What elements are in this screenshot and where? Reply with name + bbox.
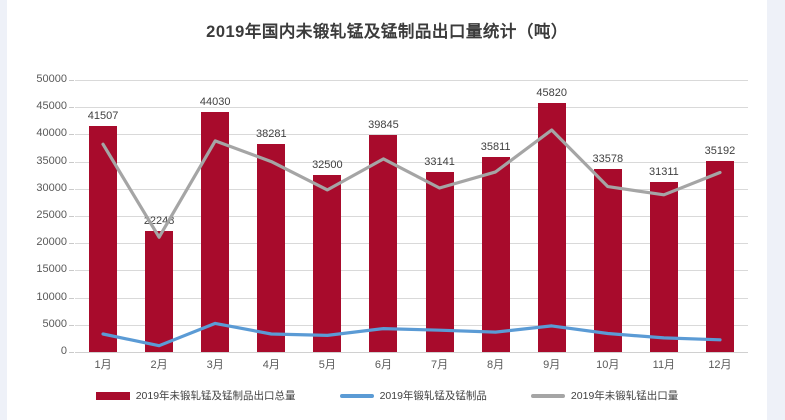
bar[interactable] (201, 112, 230, 352)
y-axis-tick-mark (69, 107, 74, 109)
bar-column[interactable]: 33141 7月 (412, 80, 468, 371)
bar-value-label: 22248 (143, 214, 175, 227)
legend-label: 2019年未锻轧锰出口量 (570, 390, 679, 402)
bar-value-label: 35192 (704, 144, 736, 157)
legend-line-swatch (530, 393, 565, 398)
bar-value-label: 45820 (536, 86, 567, 99)
y-axis-tick-mark (69, 161, 74, 163)
bar-column[interactable]: 35192 12月 (692, 80, 748, 371)
y-axis-tick-label: 5000 (42, 317, 67, 330)
y-axis-tick-mark (69, 297, 74, 299)
x-axis-tick-label: 1月 (94, 359, 112, 371)
y-axis-tick-mark (69, 270, 74, 272)
bar-column[interactable]: 39845 6月 (355, 80, 411, 371)
y-axis-tick-label: 20000 (36, 236, 67, 249)
legend-line-swatch (339, 393, 374, 398)
gridline (75, 107, 748, 109)
bar-value-label: 32500 (312, 159, 343, 172)
x-axis-tick-label: 10月 (596, 359, 620, 371)
bar-column[interactable]: 33578 10月 (580, 80, 636, 371)
x-axis-tick-label: 2月 (150, 359, 168, 371)
x-axis-tick-label: 12月 (708, 359, 732, 371)
bar[interactable] (593, 169, 622, 352)
gridline (75, 297, 748, 299)
bar[interactable] (481, 157, 510, 352)
legend-item[interactable]: 2019年未锻轧锰及锰制品出口总量 (95, 388, 296, 403)
bar[interactable] (89, 126, 118, 352)
bar-value-label: 33141 (424, 155, 455, 168)
bar[interactable] (425, 171, 454, 352)
y-axis-tick-label: 25000 (36, 209, 67, 221)
bar-column[interactable]: 31311 11月 (636, 80, 692, 371)
legend-item[interactable]: 2019年未锻轧锰出口量 (530, 388, 679, 403)
bar[interactable] (537, 102, 566, 352)
bar[interactable] (257, 143, 286, 352)
bar-value-label: 38281 (255, 127, 287, 140)
bar[interactable] (649, 181, 678, 352)
legend-label: 2019年锻轧锰及锰制品 (379, 390, 487, 402)
y-axis-tick-label: 15000 (36, 263, 67, 276)
y-axis-tick-label: 40000 (36, 127, 67, 140)
bar-column[interactable]: 22248 2月 (131, 80, 187, 371)
bar-value-label: 39845 (368, 119, 399, 132)
y-axis-tick-mark (69, 352, 74, 353)
bar[interactable] (705, 160, 734, 352)
y-axis-tick-mark (69, 80, 74, 81)
bar-column[interactable]: 35811 8月 (468, 80, 524, 371)
bar-column[interactable]: 38281 4月 (243, 80, 299, 371)
bar-value-label: 44030 (199, 96, 231, 109)
plot-area: 41507 1月 22248 2月 44030 3月 38281 4月 32500 5月 39845… (75, 80, 748, 371)
bar-column[interactable]: 44030 3月 (187, 80, 243, 371)
x-axis-tick-label: 4月 (262, 359, 280, 371)
axis-baseline (75, 352, 748, 353)
x-axis-tick-label: 5月 (318, 359, 336, 371)
y-axis-tick-mark (69, 243, 74, 245)
bar[interactable] (313, 175, 342, 352)
y-axis-tick-mark (69, 216, 74, 217)
bar-column[interactable]: 32500 5月 (299, 80, 355, 371)
gridline (75, 80, 748, 81)
bar-value-label: 33578 (592, 153, 624, 166)
x-axis-tick-label: 11月 (652, 359, 676, 371)
y-axis-tick-label: 0 (60, 345, 67, 357)
y-axis-tick-mark (69, 188, 74, 190)
legend-bar-swatch (95, 391, 130, 400)
bar[interactable] (369, 135, 398, 352)
chart-legend: 2019年未锻轧锰及锰制品出口总量 2019年锻轧锰及锰制品 2019年未锻轧锰出口… (7, 388, 767, 403)
chart-card: 2019年国内未锻轧锰及锰制品出口量统计（吨） 50000 45000 40000 3… (7, 0, 767, 420)
gridline (75, 243, 748, 245)
y-axis-tick-label: 30000 (36, 181, 67, 194)
x-axis-tick-label: 8月 (487, 359, 505, 371)
bar-value-label: 31311 (648, 165, 679, 178)
y-axis-tick-label: 50000 (36, 73, 67, 85)
bar-value-label: 41507 (87, 110, 119, 123)
legend-label: 2019年未锻轧锰及锰制品出口总量 (135, 390, 296, 402)
bar[interactable] (145, 230, 174, 352)
bar-value-label: 35811 (480, 141, 511, 154)
x-axis-tick-label: 7月 (430, 359, 449, 371)
y-axis-tick-label: 45000 (36, 100, 67, 113)
bar-column[interactable]: 41507 1月 (75, 80, 131, 371)
x-axis-tick-label: 3月 (206, 359, 224, 371)
y-axis-tick-mark (69, 324, 74, 326)
legend-item[interactable]: 2019年锻轧锰及锰制品 (339, 388, 487, 403)
x-axis-tick-label: 9月 (543, 359, 561, 371)
gridline (75, 270, 748, 272)
x-axis-tick-label: 6月 (374, 359, 392, 371)
y-axis-tick-label: 10000 (36, 290, 67, 303)
bar-column[interactable]: 45820 9月 (524, 80, 580, 371)
y-axis-tick-mark (69, 134, 74, 136)
y-axis-tick-label: 35000 (36, 154, 67, 167)
chart-title: 2019年国内未锻轧锰及锰制品出口量统计（吨） (206, 23, 568, 41)
